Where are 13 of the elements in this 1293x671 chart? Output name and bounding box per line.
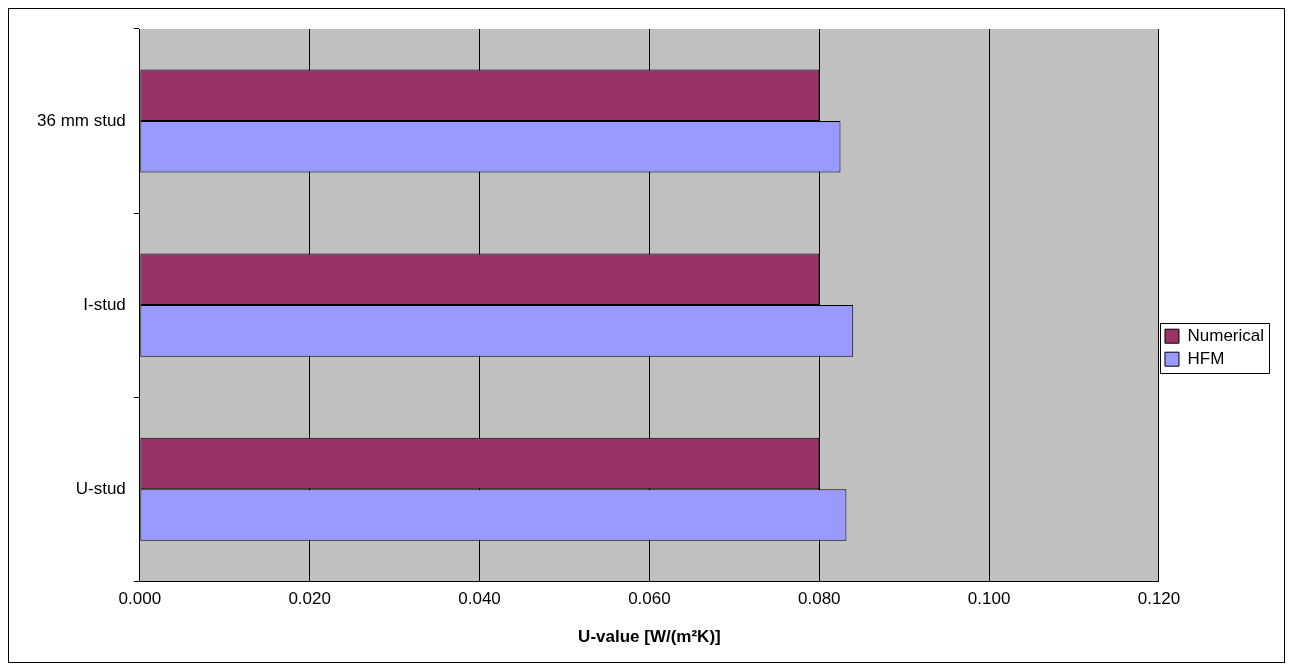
legend-label: HFM: [1187, 348, 1225, 368]
x-axis-title: U-value [W/(m²K)]: [578, 627, 721, 647]
y-tick-label: 36 mm stud: [37, 110, 126, 130]
x-tick-label: 0.000: [118, 589, 162, 609]
x-tick-label: 0.120: [1137, 589, 1181, 609]
legend-label: Numerical: [1187, 325, 1265, 345]
x-tick-label: 0.100: [967, 589, 1011, 609]
y-tick-label: U-stud: [75, 478, 126, 498]
x-tick-label: 0.040: [458, 589, 501, 609]
x-tick-label: 0.080: [797, 589, 841, 609]
x-tick-label: 0.060: [628, 589, 671, 609]
x-tick-label: 0.020: [288, 589, 331, 609]
y-tick-label: I-stud: [83, 294, 126, 314]
